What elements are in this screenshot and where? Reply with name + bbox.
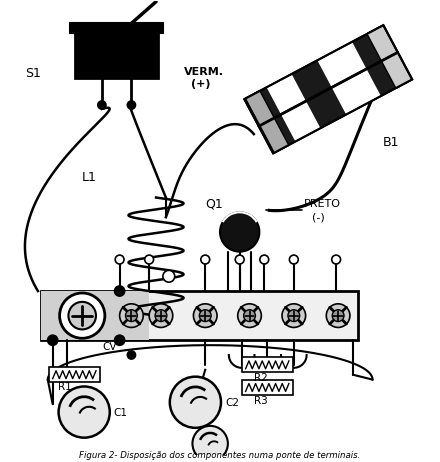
Circle shape [120,304,143,328]
Circle shape [125,310,137,322]
Polygon shape [267,75,305,114]
Text: VERM.: VERM. [183,67,224,77]
Text: C1: C1 [114,408,128,418]
Bar [75,31,158,79]
Circle shape [238,304,261,328]
Polygon shape [246,91,274,126]
Bar [242,380,293,395]
Bar [49,367,100,382]
Text: R1: R1 [58,383,71,392]
Circle shape [220,213,259,252]
Circle shape [235,255,244,264]
Circle shape [69,302,96,329]
Circle shape [192,426,228,461]
Circle shape [48,335,58,345]
Circle shape [163,270,175,282]
Text: CV: CV [102,342,117,352]
Bar [242,358,293,372]
Circle shape [282,304,306,328]
Circle shape [155,310,167,322]
Text: R2: R2 [254,372,268,383]
Circle shape [115,255,124,264]
Text: R3: R3 [254,396,268,406]
Circle shape [332,255,341,264]
Polygon shape [318,43,366,86]
Polygon shape [260,118,289,153]
Circle shape [115,286,125,296]
Circle shape [115,335,125,345]
Polygon shape [259,53,412,153]
Bar [70,23,163,33]
Polygon shape [244,25,398,126]
Circle shape [170,377,221,428]
Text: PRETO: PRETO [304,200,341,209]
Text: S1: S1 [25,67,41,80]
Polygon shape [332,70,381,114]
Text: C2: C2 [225,398,239,408]
Circle shape [145,255,154,264]
Text: (-): (-) [312,212,324,222]
Text: L1: L1 [82,171,97,184]
Circle shape [290,255,298,264]
Circle shape [326,304,350,328]
Polygon shape [282,102,320,141]
Polygon shape [381,53,412,88]
Circle shape [260,255,269,264]
Circle shape [59,387,110,438]
Text: B1: B1 [382,136,399,149]
Circle shape [98,101,106,109]
Circle shape [128,101,136,109]
Circle shape [128,351,136,359]
Text: Q1: Q1 [205,197,223,210]
Text: Figura 2- Disposição dos componentes numa ponte de terminais.: Figura 2- Disposição dos componentes num… [79,451,361,461]
Circle shape [244,310,256,322]
Circle shape [194,304,217,328]
Circle shape [199,310,211,322]
Circle shape [59,293,105,338]
Circle shape [149,304,173,328]
Circle shape [201,255,210,264]
Polygon shape [367,25,397,61]
Bar [41,291,358,340]
Text: (+): (+) [191,79,211,89]
Circle shape [332,310,344,322]
Circle shape [288,310,300,322]
Bar [41,291,149,340]
